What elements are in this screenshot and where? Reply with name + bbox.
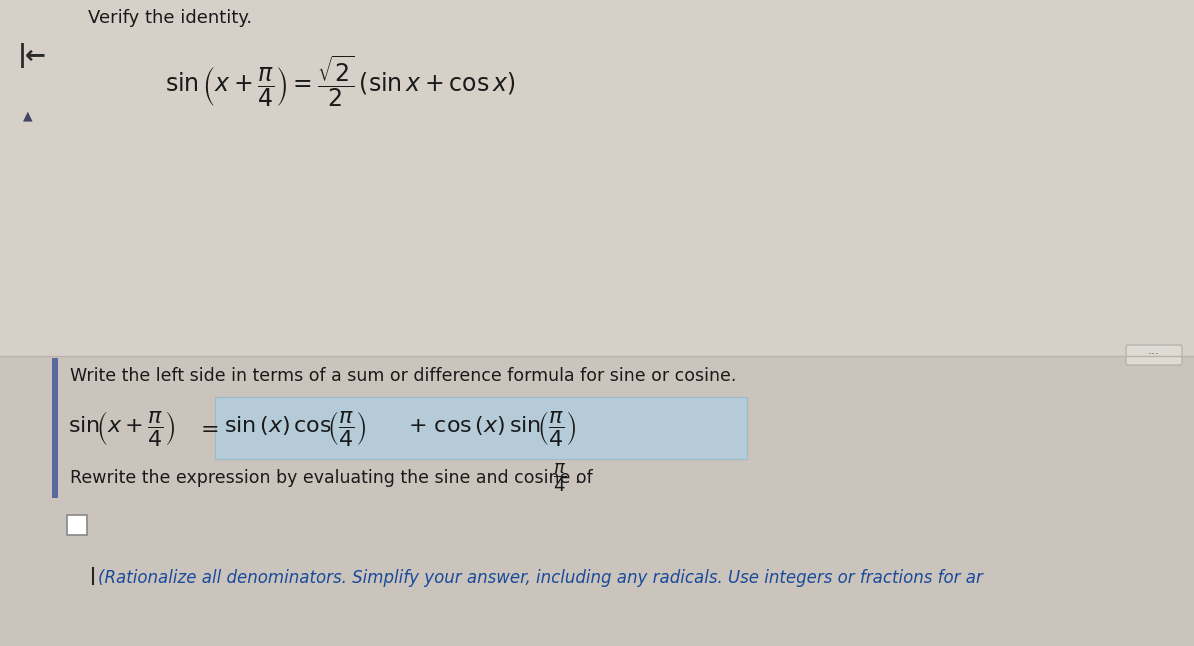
- Text: Rewrite the expression by evaluating the sine and cosine of: Rewrite the expression by evaluating the…: [70, 469, 592, 487]
- Text: ←: ←: [25, 44, 45, 68]
- FancyBboxPatch shape: [1126, 345, 1182, 365]
- Text: $\mathrm{sin}\,(x)\,\mathrm{cos}\!\left(\dfrac{\pi}{4}\right)$: $\mathrm{sin}\,(x)\,\mathrm{cos}\!\left(…: [224, 408, 367, 448]
- FancyBboxPatch shape: [67, 515, 87, 535]
- Text: (Rationalize all denominators. Simplify your answer, including any radicals. Use: (Rationalize all denominators. Simplify …: [98, 569, 983, 587]
- Text: ···: ···: [1147, 348, 1161, 362]
- Text: $=$: $=$: [196, 417, 219, 439]
- Bar: [53, 358, 59, 498]
- Text: |: |: [18, 43, 26, 68]
- Text: ▲: ▲: [23, 110, 32, 123]
- FancyBboxPatch shape: [215, 397, 747, 459]
- Text: Write the left side in terms of a sum or difference formula for sine or cosine.: Write the left side in terms of a sum or…: [70, 367, 737, 385]
- Text: Verify the identity.: Verify the identity.: [88, 9, 252, 27]
- Text: $\mathrm{sin}\!\left(x+\dfrac{\pi}{4}\right)$: $\mathrm{sin}\!\left(x+\dfrac{\pi}{4}\ri…: [68, 408, 176, 448]
- Bar: [0, 0, 1194, 356]
- Text: .: .: [574, 469, 579, 487]
- Text: $\dfrac{\pi}{4}$: $\dfrac{\pi}{4}$: [553, 462, 566, 494]
- Text: $\mathrm{sin}\,\left(x+\dfrac{\pi}{4}\right) = \dfrac{\sqrt{2}}{2}\,(\mathrm{sin: $\mathrm{sin}\,\left(x+\dfrac{\pi}{4}\ri…: [165, 53, 516, 109]
- Bar: [0, 356, 1194, 646]
- Text: $+\ \mathrm{cos}\,(x)\,\mathrm{sin}\!\left(\dfrac{\pi}{4}\right)$: $+\ \mathrm{cos}\,(x)\,\mathrm{sin}\!\le…: [408, 408, 576, 448]
